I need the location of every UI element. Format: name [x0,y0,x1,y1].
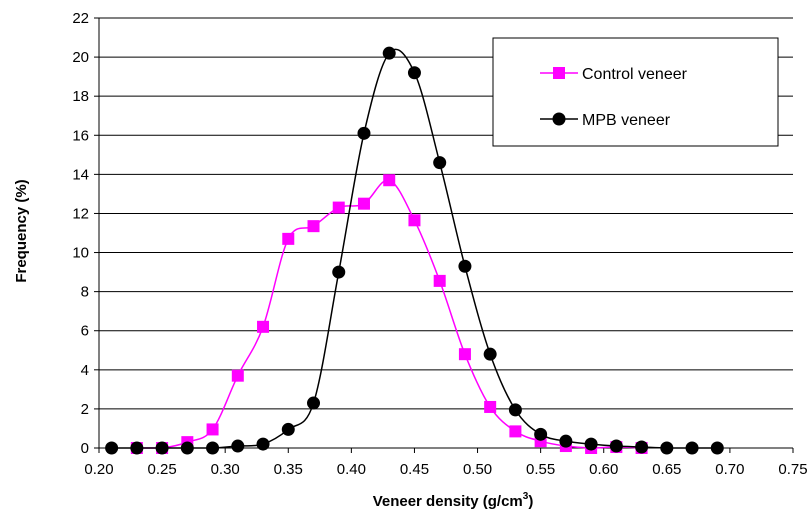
x-tick-label: 0.25 [147,461,176,478]
x-tick-label: 0.45 [400,461,429,478]
series-layer [105,46,724,455]
x-tick-label: 0.65 [652,461,681,478]
data-point-mpb-veneer [635,440,649,454]
legend-box [492,37,779,147]
data-point-mpb-veneer [433,156,447,170]
x-axis-title-end: ) [528,493,533,510]
y-tick-label: 12 [72,205,89,222]
data-point-mpb-veneer [382,46,396,60]
data-point-control-veneer [484,400,497,413]
y-tick-label: 20 [72,49,89,66]
data-point-control-veneer [408,214,421,227]
data-point-control-veneer [509,425,522,438]
data-point-mpb-veneer [584,437,598,451]
data-point-mpb-veneer [483,347,497,361]
x-axis-title-superscript: 3 [523,491,529,502]
x-tick-label: 0.20 [84,461,113,478]
data-point-mpb-veneer [105,441,119,455]
legend-label-mpb-veneer: MPB veneer [582,112,671,129]
x-tick-label: 0.75 [778,461,807,478]
data-point-mpb-veneer [710,441,724,455]
data-point-control-veneer [307,220,320,233]
y-tick-labels: 0 2 4 6 8 10 12 14 16 18 20 22 [72,10,89,457]
data-point-mpb-veneer [609,439,623,453]
x-tick-label: 0.30 [211,461,240,478]
data-point-control-veneer [433,274,446,287]
x-tick-label: 0.55 [526,461,555,478]
legend: Control veneer MPB veneer [492,37,779,147]
x-tick-label: 0.50 [463,461,492,478]
x-tick-label: 0.40 [337,461,366,478]
y-tick-label: 10 [72,245,89,262]
x-tick-label: 0.70 [715,461,744,478]
y-tick-label: 2 [81,401,89,418]
data-point-mpb-veneer [155,441,169,455]
series-mpb-veneer [105,46,724,455]
data-point-mpb-veneer [458,259,472,273]
series-control-veneer [130,174,648,454]
y-axis-title: Frequency (%) [13,179,30,282]
data-point-mpb-veneer [307,396,321,410]
data-point-control-veneer [257,320,270,333]
data-point-mpb-veneer [231,439,245,453]
data-point-control-veneer [383,174,396,187]
data-point-control-veneer [231,369,244,382]
data-point-control-veneer [332,201,345,214]
data-point-control-veneer [458,348,471,361]
data-point-control-veneer [206,423,219,436]
data-point-mpb-veneer [206,441,220,455]
x-tick-label: 0.35 [274,461,303,478]
y-tick-label: 0 [81,440,89,457]
data-point-mpb-veneer [534,427,548,441]
x-tick-labels: 0.20 0.25 0.30 0.35 0.40 0.45 0.50 0.55 0.60 0.65… [84,461,807,478]
y-tick-label: 22 [72,10,89,27]
data-point-mpb-veneer [281,422,295,436]
y-tick-label: 4 [81,362,89,379]
data-point-mpb-veneer [332,265,346,279]
y-tick-label: 18 [72,88,89,105]
legend-marker-control-veneer [553,67,565,79]
y-tick-label: 14 [72,166,89,183]
data-point-mpb-veneer [660,441,674,455]
x-axis-title-main: Veneer density (g/cm [373,493,523,510]
x-axis-title: Veneer density (g/cm3) [373,491,534,510]
data-point-mpb-veneer [357,126,371,140]
data-point-mpb-veneer [256,437,270,451]
y-tick-label: 8 [81,284,89,301]
data-point-control-veneer [357,197,370,210]
data-point-mpb-veneer [407,66,421,80]
y-tick-label: 16 [72,127,89,144]
y-tick-label: 6 [81,323,89,340]
legend-label-control-veneer: Control veneer [582,66,688,83]
data-point-mpb-veneer [685,441,699,455]
series-line-control-veneer [136,179,642,449]
data-point-mpb-veneer [559,434,573,448]
data-point-mpb-veneer [130,441,144,455]
data-point-control-veneer [282,232,295,245]
data-point-mpb-veneer [508,403,522,417]
legend-marker-mpb-veneer [552,112,566,126]
data-point-mpb-veneer [180,441,194,455]
x-tick-label: 0.60 [589,461,618,478]
